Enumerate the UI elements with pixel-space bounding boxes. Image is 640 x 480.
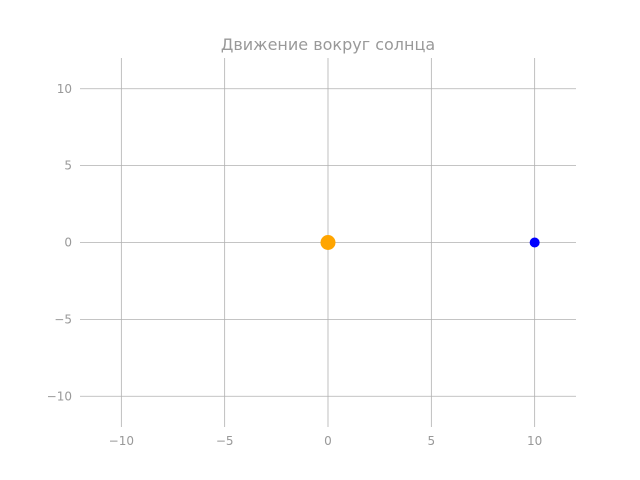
data-point-0 xyxy=(320,235,336,250)
tick-labels: −10 −5 0 5 10 −10 −5 0 5 10 xyxy=(47,82,543,448)
y-tick-label: 5 xyxy=(64,159,72,173)
y-tick-label: 0 xyxy=(64,236,72,250)
x-tick-label: −5 xyxy=(216,434,234,448)
x-tick-label: 5 xyxy=(428,434,436,448)
chart-title: Движение вокруг солнца xyxy=(221,35,435,54)
data-points xyxy=(320,235,540,250)
y-tick-label: 10 xyxy=(57,82,72,96)
data-point-1 xyxy=(529,237,540,248)
x-tick-label: −10 xyxy=(109,434,134,448)
y-tick-label: −10 xyxy=(47,389,72,403)
x-tick-label: 0 xyxy=(324,434,332,448)
y-tick-label: −5 xyxy=(54,312,72,326)
x-tick-label: 10 xyxy=(527,434,542,448)
